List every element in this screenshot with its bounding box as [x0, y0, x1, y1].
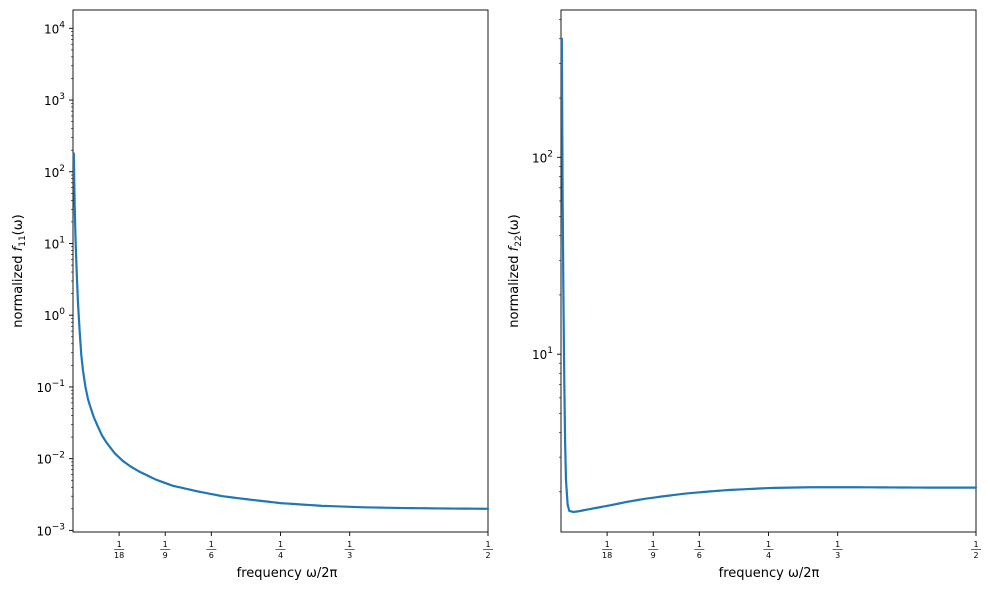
y-tick-label: 104: [44, 20, 65, 36]
right-y-axis-label-sub: 22: [514, 235, 524, 246]
left-y-axis-label-f: f: [11, 244, 26, 251]
x-tick-numerator: 1: [697, 540, 702, 549]
left-series-line: [72, 152, 490, 510]
right-minor-ticks: [559, 19, 561, 493]
x-tick-denominator: 6: [697, 551, 702, 560]
x-tick-numerator: 1: [347, 540, 352, 549]
left-minor-ticks: [71, 31, 73, 510]
y-tick-label: 102: [44, 164, 65, 180]
y-tick-label: 101: [532, 346, 553, 362]
x-tick-denominator: 4: [766, 551, 771, 560]
right-series-line: [560, 37, 978, 514]
x-tick-numerator: 1: [973, 540, 978, 549]
left-plot-frame: [72, 9, 489, 533]
x-tick-denominator: 6: [209, 551, 214, 560]
x-tick-numerator: 1: [766, 540, 771, 549]
right-y-axis-label-prefix: normalized: [507, 251, 522, 327]
x-tick-numerator: 1: [117, 540, 122, 549]
left-y-ticks: 10−3 10−2 10−1 100 101 102 103 104: [36, 20, 73, 538]
y-tick-label: 101: [44, 235, 65, 251]
right-y-axis-label: normalized f22(ω): [507, 214, 524, 327]
right-y-ticks: 101 102: [532, 149, 561, 362]
right-y-axis-label-f: f: [507, 244, 522, 251]
y-tick-label: 10−2: [36, 451, 65, 467]
x-tick-denominator: 3: [835, 551, 840, 560]
x-tick-numerator: 1: [485, 540, 490, 549]
left-y-axis-label-prefix: normalized: [11, 251, 26, 327]
x-tick-denominator: 2: [973, 551, 978, 560]
left-x-axis-label: frequency ω/2π: [237, 566, 338, 581]
x-tick-denominator: 18: [602, 551, 612, 560]
right-y-axis-label-suffix: (ω): [507, 214, 522, 235]
y-tick-label: 102: [532, 149, 553, 165]
x-tick-numerator: 1: [651, 540, 656, 549]
right-plot-frame: [560, 9, 977, 533]
x-tick-denominator: 3: [347, 551, 352, 560]
right-x-axis-label: frequency ω/2π: [719, 566, 820, 581]
x-tick-numerator: 1: [835, 540, 840, 549]
x-tick-denominator: 18: [114, 551, 124, 560]
x-tick-numerator: 1: [278, 540, 283, 549]
left-x-ticks: 1 18 1 9 1 6 1 4 1 3 1 2: [114, 532, 493, 560]
y-tick-label: 10−1: [36, 379, 65, 395]
x-tick-denominator: 9: [163, 551, 168, 560]
left-y-axis-label-sub: 11: [18, 235, 28, 246]
x-tick-numerator: 1: [605, 540, 610, 549]
left-y-axis-label: normalized f11(ω): [11, 214, 28, 327]
right-panel: 101 102 1 18 1 9 1 6 1 4 1 3 1 2 frequency ω/2π norm…: [507, 9, 981, 581]
x-tick-denominator: 4: [278, 551, 283, 560]
x-tick-numerator: 1: [163, 540, 168, 549]
y-tick-label: 10−3: [36, 522, 65, 538]
x-tick-numerator: 1: [209, 540, 214, 549]
y-tick-label: 100: [44, 307, 65, 323]
x-tick-denominator: 2: [485, 551, 490, 560]
right-x-ticks: 1 18 1 9 1 6 1 4 1 3 1 2: [602, 532, 981, 560]
y-tick-label: 103: [44, 92, 65, 108]
left-y-axis-label-suffix: (ω): [11, 214, 26, 235]
x-tick-denominator: 9: [651, 551, 656, 560]
